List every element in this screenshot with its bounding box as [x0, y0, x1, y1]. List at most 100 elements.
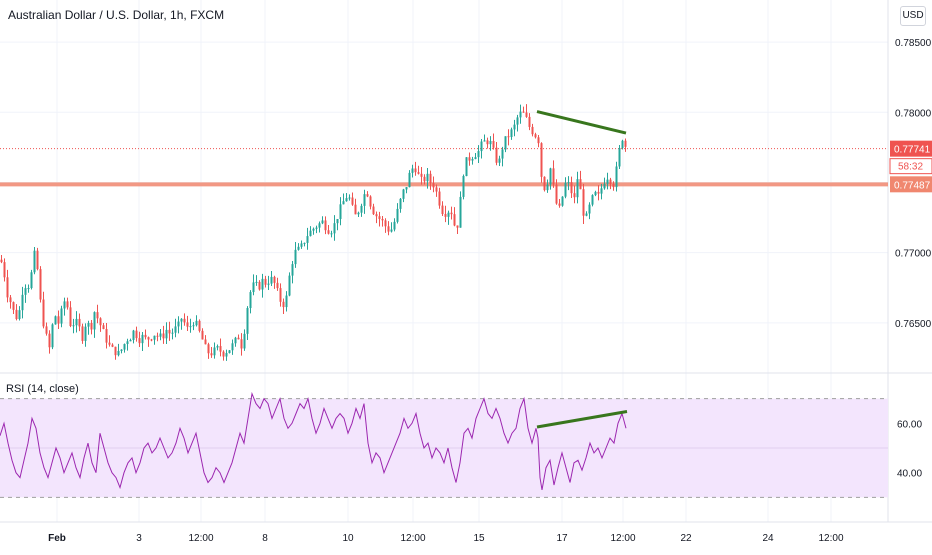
- candle-body: [564, 182, 567, 197]
- candle-body: [216, 346, 219, 348]
- candle-body: [483, 140, 486, 142]
- candle-body: [261, 278, 264, 290]
- last-price-label: 0.77741: [894, 145, 931, 156]
- candle-body: [246, 308, 249, 334]
- candle-body: [462, 176, 465, 197]
- candle-body: [621, 140, 624, 148]
- candle-body: [111, 344, 114, 347]
- candle-body: [435, 187, 438, 192]
- time-tick-label: 24: [762, 533, 774, 544]
- candle-body: [102, 325, 105, 330]
- candle-body: [429, 173, 432, 184]
- candle-body: [105, 329, 108, 343]
- candle-body: [234, 337, 237, 344]
- candle-body: [339, 204, 342, 219]
- candle-body: [24, 288, 27, 295]
- candle-body: [288, 275, 291, 296]
- candle-body: [150, 339, 153, 341]
- candle-body: [240, 339, 243, 349]
- candle-body: [222, 351, 225, 357]
- candle-body: [81, 326, 84, 341]
- rsi-trendline: [536, 410, 628, 429]
- candle-body: [312, 228, 315, 231]
- candle-body: [6, 277, 9, 298]
- candle-body: [294, 249, 297, 265]
- candle-body: [126, 341, 129, 345]
- candle-body: [372, 206, 375, 215]
- candle-body: [153, 335, 156, 340]
- candle-body: [522, 111, 525, 113]
- time-tick-label: 12:00: [818, 533, 843, 544]
- candle-body: [219, 346, 222, 352]
- candle-body: [39, 269, 42, 300]
- candle-body: [351, 197, 354, 205]
- candle-body: [123, 344, 126, 350]
- candle-body: [0, 259, 3, 263]
- candle-body: [60, 308, 63, 324]
- rsi-tick-label: 60.00: [897, 419, 922, 430]
- candle-body: [537, 137, 540, 144]
- candle-body: [57, 316, 60, 324]
- candle-body: [270, 276, 273, 284]
- candle-body: [201, 330, 204, 340]
- candle-body: [585, 213, 588, 216]
- candle-body: [594, 191, 597, 196]
- candle-body: [132, 330, 135, 340]
- candle-body: [387, 226, 390, 232]
- candle-body: [366, 194, 369, 197]
- candle-body: [96, 312, 99, 319]
- candle-body: [531, 126, 534, 135]
- candle-body: [48, 333, 51, 348]
- candle-body: [498, 158, 501, 163]
- candle-body: [198, 320, 201, 331]
- currency-button[interactable]: USD: [900, 6, 926, 26]
- candle-body: [570, 182, 573, 194]
- candle-body: [474, 157, 477, 160]
- time-tick-label: 17: [556, 533, 568, 544]
- candle-body: [231, 343, 234, 351]
- candle-body: [297, 246, 300, 250]
- candle-body: [159, 333, 162, 337]
- candle-body: [513, 124, 516, 130]
- candle-body: [195, 320, 198, 326]
- candle-body: [12, 302, 15, 310]
- time-tick-label: 12:00: [188, 533, 213, 544]
- candle-body: [348, 197, 351, 199]
- candle-body: [393, 221, 396, 230]
- candle-body: [552, 168, 555, 185]
- candle-body: [267, 283, 270, 285]
- candle-body: [546, 184, 549, 191]
- candle-body: [156, 335, 159, 337]
- candle-body: [69, 307, 72, 327]
- candle-body: [108, 342, 111, 345]
- candle-body: [426, 173, 429, 182]
- candle-body: [303, 242, 306, 244]
- candle-body: [72, 325, 75, 327]
- time-tick-label: 12:00: [400, 533, 425, 544]
- candle-body: [504, 136, 507, 150]
- candle-body: [534, 134, 537, 138]
- candle-body: [258, 281, 261, 290]
- candle-body: [42, 299, 45, 327]
- candle-body: [384, 220, 387, 227]
- candle-body: [78, 318, 81, 327]
- candle-body: [3, 262, 6, 278]
- candle-body: [99, 318, 102, 326]
- support-badge: [890, 176, 932, 193]
- candle-body: [177, 321, 180, 327]
- candle-body: [300, 243, 303, 247]
- candle-body: [285, 295, 288, 308]
- candle-body: [447, 212, 450, 217]
- candle-body: [516, 117, 519, 125]
- price-tick-label: 0.78000: [895, 108, 932, 119]
- rsi-label: RSI (14, close): [6, 383, 79, 395]
- candle-body: [579, 179, 582, 190]
- candle-body: [183, 318, 186, 323]
- candle-body: [441, 205, 444, 215]
- candle-body: [27, 288, 30, 290]
- candle-body: [465, 157, 468, 177]
- candle-body: [333, 223, 336, 234]
- candle-body: [423, 176, 426, 182]
- candle-body: [66, 301, 69, 308]
